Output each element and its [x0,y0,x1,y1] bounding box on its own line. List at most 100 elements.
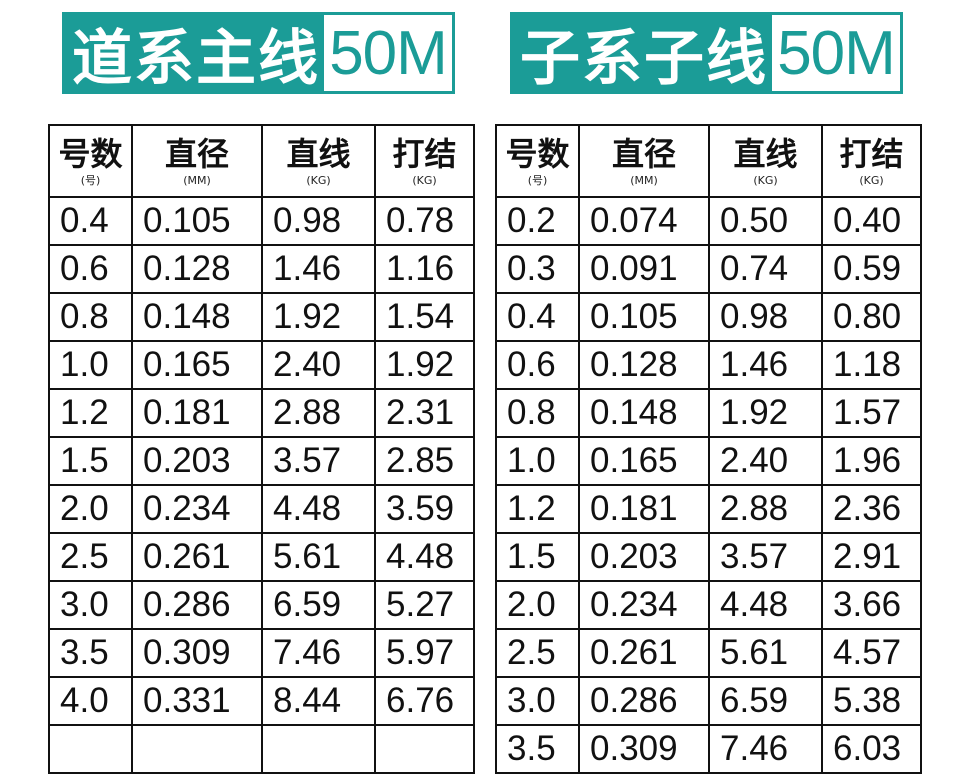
header-unit: (MM) [183,174,211,187]
table-row [48,724,475,774]
straight-strength-cell: 8.44 [261,676,376,726]
size-cell: 1.2 [495,484,580,534]
diameter-cell [131,724,263,774]
table-row: 1.5 0.203 3.57 2.91 [495,532,922,582]
main-line-title: 道系主线 [72,23,320,94]
knot-strength-cell: 2.85 [374,436,475,486]
size-cell: 2.5 [48,532,133,582]
table-row: 3.5 0.309 7.46 6.03 [495,724,922,774]
size-cell: 1.0 [48,340,133,390]
table-row: 4.0 0.331 8.44 6.76 [48,676,475,726]
straight-strength-cell: 6.59 [708,676,823,726]
knot-strength-cell: 4.48 [374,532,475,582]
size-cell: 0.4 [48,196,133,246]
size-cell: 0.3 [495,244,580,294]
header-straight-strength: 直线 (KG) [708,124,823,198]
straight-strength-cell: 2.40 [261,340,376,390]
table-header-row: 号数 (号) 直径 (MM) 直线 (KG) 打结 (KG) [495,124,922,198]
table-row: 0.8 0.148 1.92 1.54 [48,292,475,342]
diameter-cell: 0.074 [578,196,710,246]
straight-strength-cell: 0.98 [261,196,376,246]
diameter-cell: 0.128 [578,340,710,390]
header-unit: (KG) [412,174,437,187]
table-row: 0.2 0.074 0.50 0.40 [495,196,922,246]
size-cell: 0.2 [495,196,580,246]
table-row: 3.5 0.309 7.46 5.97 [48,628,475,678]
table-row: 0.4 0.105 0.98 0.78 [48,196,475,246]
diameter-cell: 0.331 [131,676,263,726]
diameter-cell: 0.203 [131,436,263,486]
straight-strength-cell [261,724,376,774]
knot-strength-cell [374,724,475,774]
size-cell: 0.6 [48,244,133,294]
size-cell: 1.5 [495,532,580,582]
header-knot-strength: 打结 (KG) [821,124,922,198]
knot-strength-cell: 2.36 [821,484,922,534]
straight-strength-cell: 0.50 [708,196,823,246]
knot-strength-cell: 3.66 [821,580,922,630]
diameter-cell: 0.203 [578,532,710,582]
sub-line-spec-table: 号数 (号) 直径 (MM) 直线 (KG) 打结 (KG) 0.2 0.074 0… [495,124,922,774]
straight-strength-cell: 7.46 [708,724,823,774]
header-size: 号数 (号) [48,124,133,198]
diameter-cell: 0.234 [578,580,710,630]
header-label: 直线 [733,135,798,173]
diameter-cell: 0.309 [131,628,263,678]
diameter-cell: 0.091 [578,244,710,294]
size-cell: 1.2 [48,388,133,438]
knot-strength-cell: 0.40 [821,196,922,246]
straight-strength-cell: 1.46 [261,244,376,294]
sub-line-title-banner: 子系子线 50M [510,12,903,94]
size-cell: 3.0 [48,580,133,630]
header-unit: (KG) [753,174,778,187]
header-unit: (号) [80,174,101,187]
header-diameter: 直径 (MM) [578,124,710,198]
table-row: 2.5 0.261 5.61 4.48 [48,532,475,582]
straight-strength-cell: 1.46 [708,340,823,390]
straight-strength-cell: 4.48 [708,580,823,630]
size-cell: 4.0 [48,676,133,726]
knot-strength-cell: 1.54 [374,292,475,342]
main-line-spec-table: 号数 (号) 直径 (MM) 直线 (KG) 打结 (KG) 0.4 0.105 0… [48,124,475,774]
knot-strength-cell: 6.03 [821,724,922,774]
knot-strength-cell: 5.97 [374,628,475,678]
knot-strength-cell: 1.57 [821,388,922,438]
diameter-cell: 0.261 [578,628,710,678]
straight-strength-cell: 3.57 [708,532,823,582]
straight-strength-cell: 1.92 [261,292,376,342]
size-cell: 2.0 [48,484,133,534]
straight-strength-cell: 0.74 [708,244,823,294]
table-row: 0.6 0.128 1.46 1.16 [48,244,475,294]
table-row: 2.0 0.234 4.48 3.66 [495,580,922,630]
diameter-cell: 0.286 [131,580,263,630]
table-row: 1.2 0.181 2.88 2.36 [495,484,922,534]
diameter-cell: 0.148 [131,292,263,342]
straight-strength-cell: 6.59 [261,580,376,630]
header-label: 打结 [839,135,904,173]
table-row: 3.0 0.286 6.59 5.38 [495,676,922,726]
header-unit: (KG) [859,174,884,187]
header-unit: (号) [527,174,548,187]
straight-strength-cell: 2.88 [708,484,823,534]
knot-strength-cell: 5.38 [821,676,922,726]
straight-strength-cell: 3.57 [261,436,376,486]
knot-strength-cell: 4.57 [821,628,922,678]
knot-strength-cell: 0.80 [821,292,922,342]
knot-strength-cell: 1.92 [374,340,475,390]
size-cell: 2.5 [495,628,580,678]
size-cell: 0.4 [495,292,580,342]
sub-line-length-badge: 50M [772,15,900,91]
size-cell: 1.5 [48,436,133,486]
straight-strength-cell: 0.98 [708,292,823,342]
diameter-cell: 0.165 [131,340,263,390]
straight-strength-cell: 2.88 [261,388,376,438]
header-label: 直径 [164,135,229,173]
size-cell: 0.8 [495,388,580,438]
straight-strength-cell: 2.40 [708,436,823,486]
header-label: 直线 [286,135,351,173]
size-cell: 3.5 [495,724,580,774]
size-cell: 0.8 [48,292,133,342]
diameter-cell: 0.105 [578,292,710,342]
diameter-cell: 0.261 [131,532,263,582]
header-label: 号数 [58,135,123,173]
